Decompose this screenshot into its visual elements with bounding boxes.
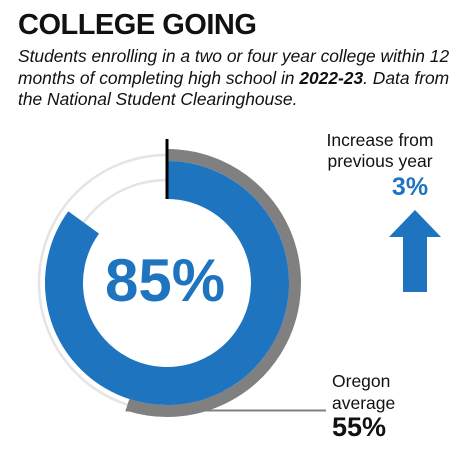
- average-value: 55%: [332, 412, 387, 442]
- subtitle-prefix: Students enrolling in a two or four year…: [18, 46, 450, 88]
- subtitle-year: 2022-23: [299, 67, 364, 88]
- increase-label: Increase from previous year: [326, 130, 434, 171]
- up-arrow-icon: [389, 210, 441, 292]
- average-label: Oregon average: [332, 371, 396, 413]
- value-arc: [45, 161, 289, 405]
- chart-subtitle: Students enrolling in a two or four year…: [18, 46, 463, 111]
- center-percentage: 85%: [104, 247, 226, 314]
- chart-title: COLLEGE GOING: [18, 9, 257, 41]
- increase-value: 3%: [391, 173, 429, 201]
- subtitle-suffix: . Data from the National Student Clearin…: [18, 67, 450, 110]
- average-arc: [125, 149, 301, 417]
